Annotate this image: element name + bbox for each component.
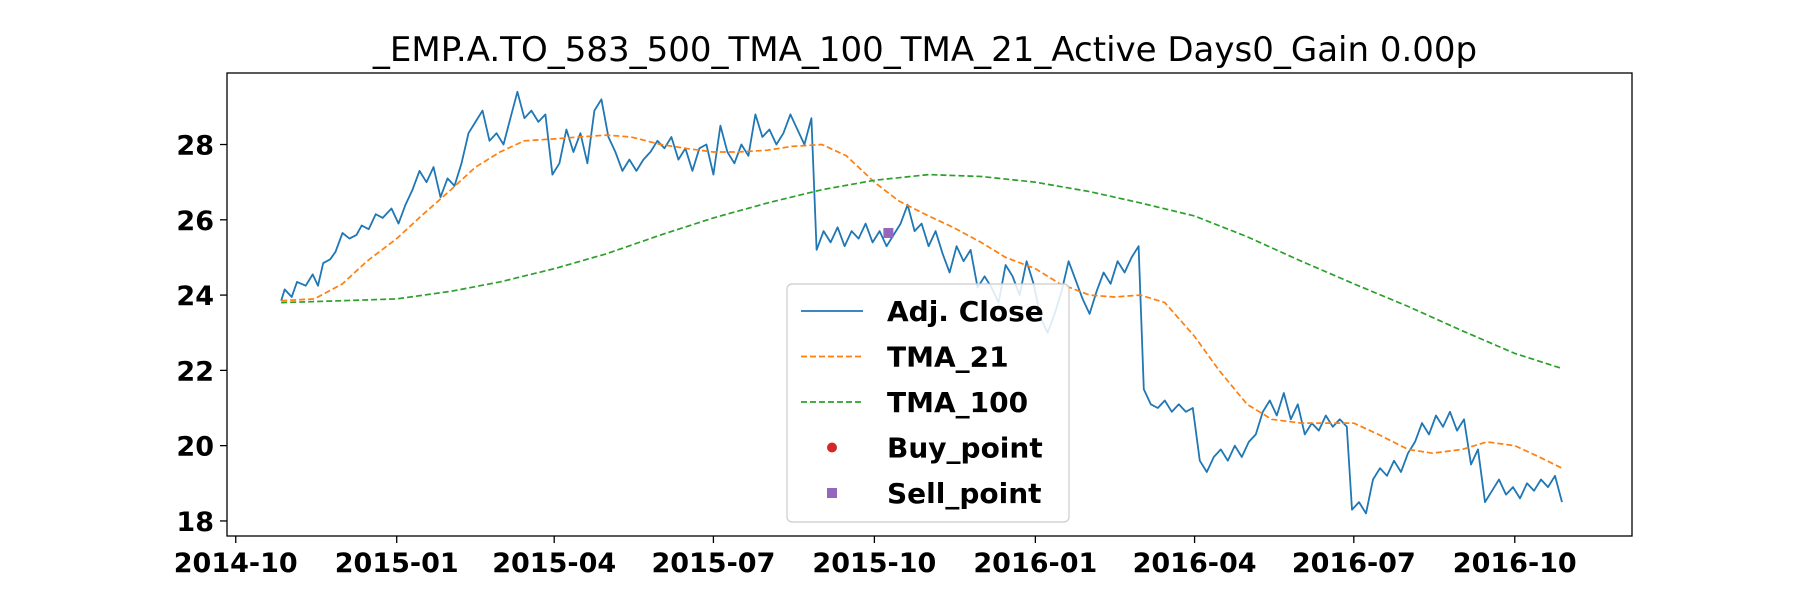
legend-label-tma-21: TMA_21 — [887, 341, 1009, 374]
y-tick-label: 28 — [176, 131, 214, 162]
x-tick-label: 2015-04 — [492, 548, 616, 579]
y-tick-label: 22 — [176, 356, 214, 387]
legend-label-sell-point: Sell_point — [887, 477, 1042, 510]
y-tick-label: 24 — [176, 281, 214, 312]
legend-label-adj-close: Adj. Close — [887, 295, 1044, 328]
series-line-adj-close — [280, 90, 1563, 515]
x-tick-label: 2016-10 — [1453, 548, 1577, 579]
x-tick-label: 2015-01 — [335, 548, 459, 579]
series-layer — [280, 90, 1563, 515]
x-tick-label: 2016-04 — [1133, 548, 1257, 579]
x-tick-label: 2015-10 — [812, 548, 936, 579]
x-tick-label: 2015-07 — [651, 548, 775, 579]
legend-swatch-buy-point — [827, 442, 837, 453]
legend-label-tma-100: TMA_100 — [887, 386, 1028, 419]
series-line-tma-21 — [281, 134, 1563, 469]
y-tick-label: 20 — [176, 432, 214, 463]
y-tick-label: 18 — [176, 507, 214, 538]
chart-title: _EMP.A.TO_583_500_TMA_100_TMA_21_Active … — [372, 30, 1477, 70]
legend: Adj. Close TMA_21 TMA_100 Buy_point Sell_poi… — [786, 283, 1070, 523]
legend-label-buy-point: Buy_point — [887, 432, 1043, 465]
marker-sell-point — [883, 227, 894, 238]
y-tick-label: 26 — [176, 206, 214, 237]
x-tick-label: 2014-10 — [174, 548, 298, 579]
legend-box — [786, 283, 1070, 523]
series-line-tma-100 — [281, 173, 1563, 370]
x-tick-label: 2016-07 — [1292, 548, 1416, 579]
legend-swatch-sell-point — [827, 488, 837, 498]
x-tick-label: 2016-01 — [973, 548, 1097, 579]
plot-area-frame — [226, 72, 1633, 537]
axes-layer: 18 20 22 24 26 28 2014-10 2015-01 2015-04 2015-07… — [174, 131, 1577, 579]
